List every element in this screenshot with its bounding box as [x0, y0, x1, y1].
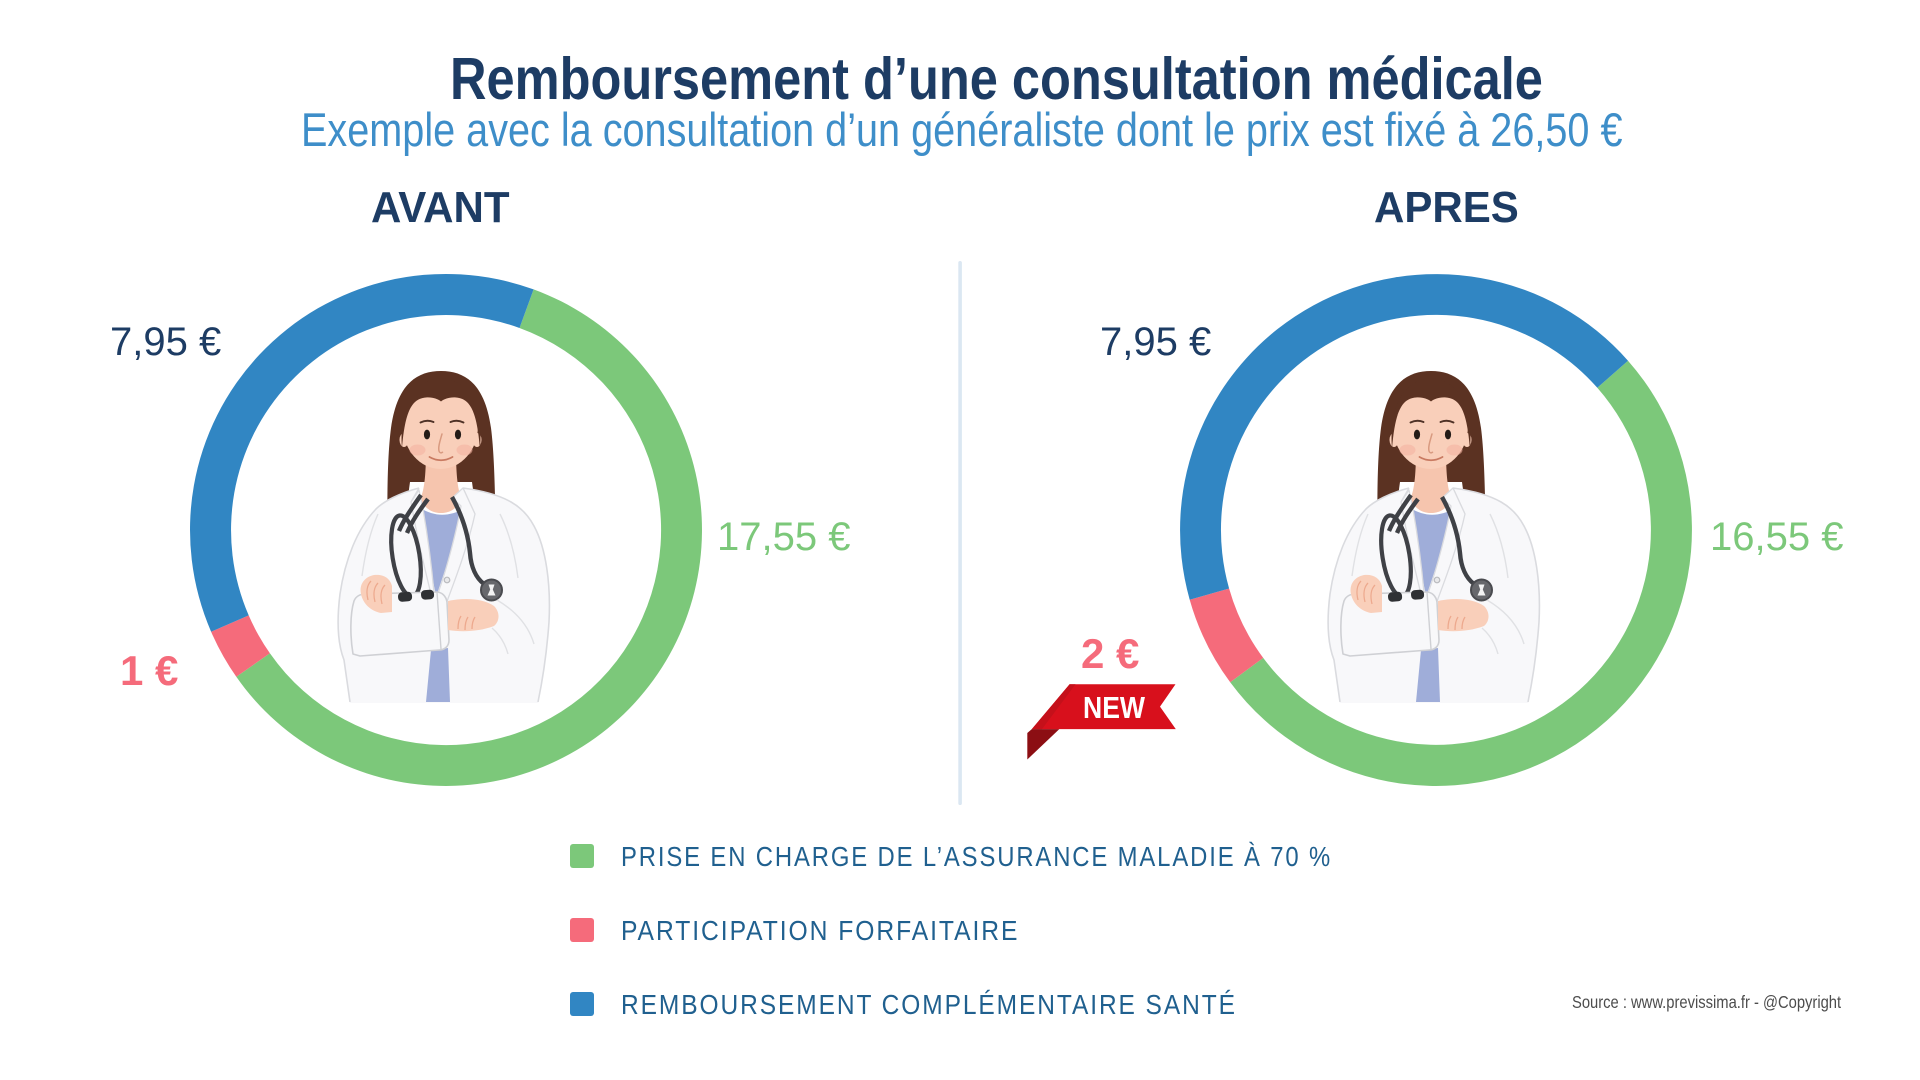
svg-text:NEW: NEW [1083, 690, 1146, 725]
